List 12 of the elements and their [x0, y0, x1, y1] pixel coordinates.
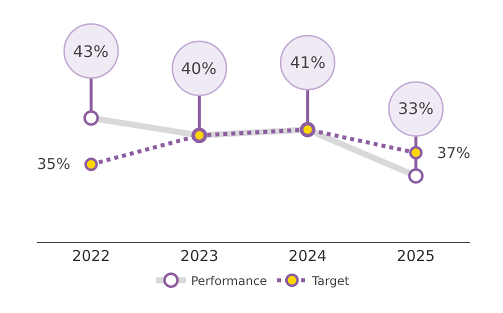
x-tick-label: 2024: [288, 247, 327, 265]
legend-label: Performance: [191, 274, 268, 288]
x-tick-label: 2022: [72, 247, 110, 265]
data-label: 35%: [37, 155, 70, 173]
data-label: 37%: [437, 144, 470, 162]
x-tick-label: 2023: [180, 247, 218, 265]
data-label: 40%: [181, 59, 217, 78]
x-tick-label: 2025: [396, 247, 435, 265]
data-label: 41%: [290, 53, 326, 72]
legend-label: Target: [311, 274, 350, 288]
data-label: 43%: [73, 42, 109, 61]
data-label: 33%: [398, 99, 434, 118]
